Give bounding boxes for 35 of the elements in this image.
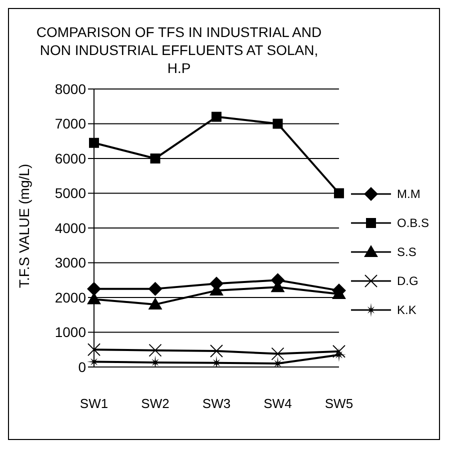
legend-label: K.K	[396, 303, 416, 317]
point	[88, 343, 100, 356]
y-tick-label: 7000	[54, 116, 86, 132]
point	[148, 297, 162, 310]
y-tick-label: 6000	[54, 150, 86, 166]
y-tick-label: 5000	[54, 185, 86, 202]
point	[271, 347, 284, 360]
x-tick-label: SW2	[141, 396, 170, 412]
y-tick-label: 2000	[54, 289, 86, 306]
y-tick-label: 8000	[54, 80, 86, 97]
point	[148, 282, 162, 296]
point	[210, 344, 223, 358]
chart-title: COMPARISON OF TFS IN INDUSTRIAL AND NON INDUSTRIAL EFFLUENTS AT SOLAN, H.P	[35, 23, 323, 77]
point	[332, 348, 346, 362]
y-tick-label: 0	[78, 358, 86, 375]
point	[89, 138, 99, 148]
point	[87, 282, 101, 296]
x-tick-label: SW1	[80, 396, 108, 412]
x-tick-label: SW4	[264, 396, 292, 412]
legend-label: S.S	[396, 245, 416, 259]
point	[334, 188, 344, 198]
y-tick-label: 1000	[54, 324, 86, 340]
x-tick-label: SW3	[202, 396, 231, 412]
legend-label: D.G	[396, 274, 418, 288]
point	[272, 118, 283, 129]
y-tick-label: 4000	[54, 220, 86, 236]
legend-label: M.M	[396, 187, 420, 201]
point	[148, 344, 162, 357]
x-tick-label: SW5	[324, 396, 354, 412]
y-tick-label: 3000	[54, 254, 86, 271]
y-axis-title: T.F.S VALUE (mg/L)	[16, 164, 32, 288]
point	[332, 344, 346, 358]
point	[150, 154, 160, 164]
point	[211, 112, 222, 122]
legend-label: O.B.S	[396, 216, 429, 230]
